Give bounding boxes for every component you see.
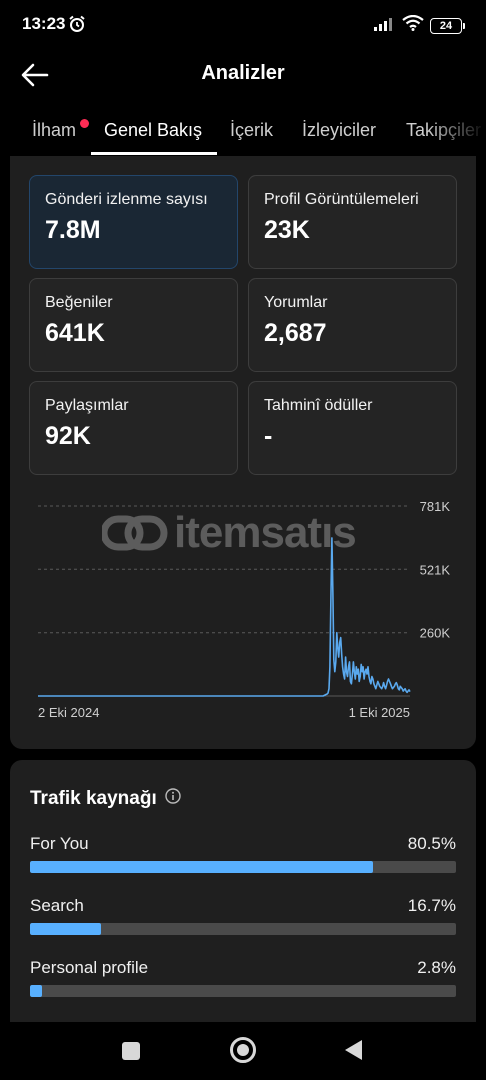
metric-likes[interactable]: Beğeniler 641K — [29, 278, 238, 372]
traffic-source-name: Search — [30, 896, 84, 915]
signal-icon — [374, 15, 396, 36]
traffic-source-pct: 2.8% — [417, 958, 456, 977]
traffic-bar-track — [30, 985, 456, 997]
back-arrow-icon — [21, 63, 49, 87]
tab-izleyiciler[interactable]: İzleyiciler — [302, 120, 377, 140]
metric-value: 23K — [264, 216, 310, 244]
traffic-bar-fill — [30, 861, 373, 873]
metric-label: Beğeniler — [45, 294, 113, 311]
status-time: 13:23 — [22, 14, 66, 33]
info-icon[interactable] — [165, 788, 181, 810]
back-nav-button[interactable] — [342, 1038, 364, 1067]
watermark: itemsatıs — [102, 508, 357, 558]
back-button[interactable] — [18, 60, 52, 90]
traffic-row-search: Search 16.7% — [30, 896, 456, 935]
tab-bar: İlham Genel Bakış İçerik İzleyiciler Tak… — [0, 108, 486, 156]
circle-icon — [230, 1037, 256, 1063]
views-line-chart: 781K 521K 260K 2 Eki 2024 1 Eki 2025 — [38, 499, 451, 720]
metric-label: Profil Görüntülemeleri — [264, 191, 419, 208]
traffic-bar-track — [30, 923, 456, 935]
x-end-label: 1 Eki 2025 — [349, 705, 410, 720]
metric-label: Gönderi izlenme sayısı — [45, 191, 208, 208]
tab-ilham[interactable]: İlham — [32, 120, 77, 140]
traffic-source-pct: 80.5% — [407, 834, 456, 853]
status-bar: 13:23 24 — [0, 0, 486, 50]
metric-value: 92K — [45, 422, 91, 450]
traffic-title-text: Trafik kaynağı — [30, 788, 157, 809]
metric-label: Paylaşımlar — [45, 397, 129, 414]
traffic-bar-fill — [30, 985, 42, 997]
metric-comments[interactable]: Yorumlar 2,687 — [248, 278, 457, 372]
metric-value: 2,687 — [264, 319, 327, 347]
triangle-back-icon — [345, 1040, 362, 1060]
status-icons: 24 — [374, 14, 465, 36]
recents-button[interactable] — [120, 1040, 142, 1067]
traffic-bar-track — [30, 861, 456, 873]
traffic-source-card: Trafik kaynağı For You 80.5% Search 16.7… — [10, 760, 476, 1022]
y-tick-label: 781K — [420, 499, 451, 514]
page-title: Analizler — [201, 62, 285, 84]
y-tick-label: 260K — [420, 626, 451, 641]
metric-label: Yorumlar — [264, 294, 328, 311]
series-line — [38, 537, 411, 697]
watermark-text: itemsatıs — [174, 508, 357, 557]
wifi-icon — [402, 14, 424, 36]
traffic-title: Trafik kaynağı — [30, 788, 181, 810]
traffic-bar-fill — [30, 923, 102, 935]
system-nav-bar — [0, 1022, 486, 1080]
overview-card: Gönderi izlenme sayısı 7.8M Profil Görün… — [10, 156, 476, 749]
metric-value: 7.8M — [45, 216, 101, 244]
traffic-source-pct: 16.7% — [407, 896, 456, 915]
app-header: Analizler — [0, 50, 486, 100]
traffic-row-personal-profile: Personal profile 2.8% — [30, 958, 456, 997]
square-icon — [122, 1042, 140, 1060]
alarm-icon — [68, 15, 86, 38]
home-button[interactable] — [229, 1036, 257, 1069]
metric-shares[interactable]: Paylaşımlar 92K — [29, 381, 238, 475]
tab-icerik[interactable]: İçerik — [230, 120, 274, 140]
y-tick-label: 521K — [420, 562, 451, 577]
traffic-source-name: Personal profile — [30, 958, 149, 977]
metric-value: 641K — [45, 319, 105, 347]
metric-profile-views[interactable]: Profil Görüntülemeleri 23K — [248, 175, 457, 269]
tab-genel-bakis[interactable]: Genel Bakış — [104, 120, 203, 140]
watermark-logo-icon — [102, 515, 168, 551]
traffic-row-for-you: For You 80.5% — [30, 834, 456, 873]
metric-estimated-rewards[interactable]: Tahminî ödüller - — [248, 381, 457, 475]
x-start-label: 2 Eki 2024 — [38, 705, 99, 720]
tab-takipciler[interactable]: Takipçiler — [406, 120, 482, 140]
traffic-source-name: For You — [30, 834, 89, 853]
metric-post-views[interactable]: Gönderi izlenme sayısı 7.8M — [29, 175, 238, 269]
active-tab-indicator — [91, 152, 217, 155]
metric-label: Tahminî ödüller — [264, 397, 373, 414]
metric-value: - — [264, 422, 273, 450]
battery-icon: 24 — [430, 17, 465, 34]
notification-dot — [80, 119, 89, 128]
